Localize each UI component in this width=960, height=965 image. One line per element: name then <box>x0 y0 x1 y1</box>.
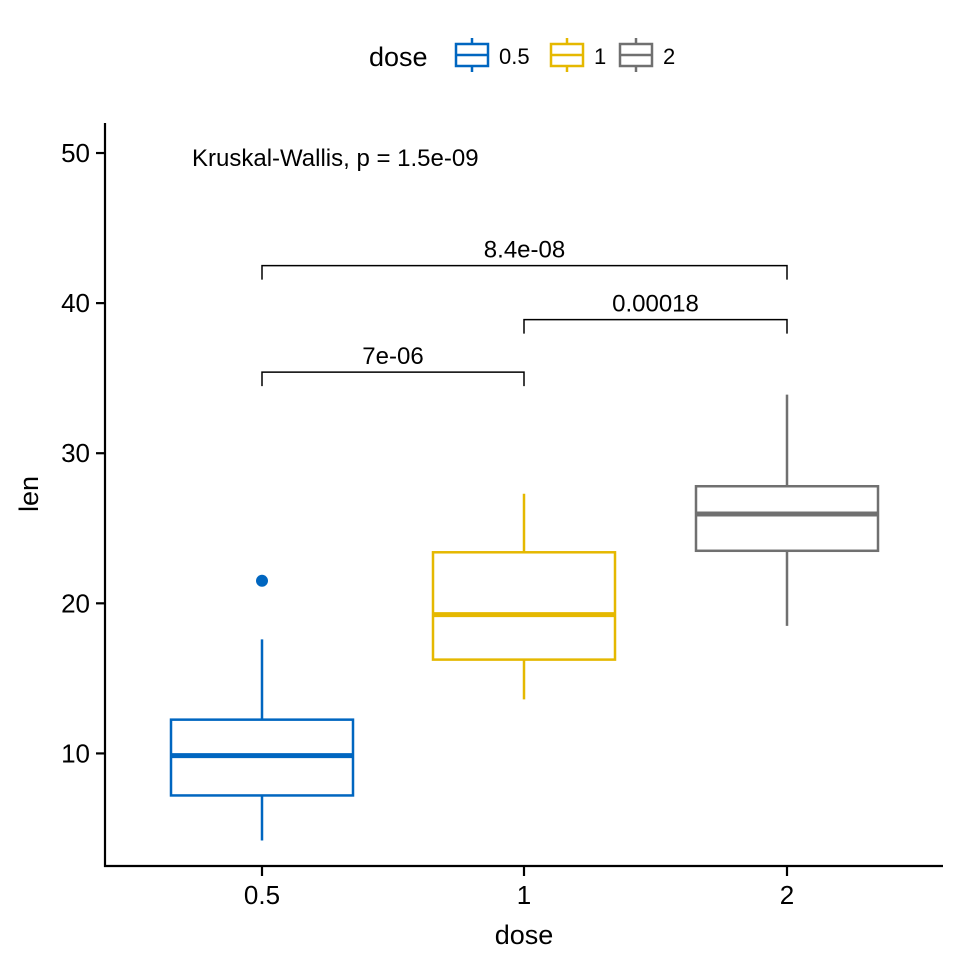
boxes <box>169 394 880 841</box>
bracket-p-value: 0.00018 <box>612 291 699 318</box>
bracket-0.5-vs-1: 7e-06 <box>261 343 525 387</box>
legend-entry-2: 2 <box>618 38 675 72</box>
x-tick-label: 1 <box>517 880 531 910</box>
bracket-p-value: 7e-06 <box>362 343 423 370</box>
bracket-line <box>261 264 788 280</box>
legend-label: 2 <box>663 44 675 69</box>
y-tick-label: 50 <box>61 138 90 168</box>
y-axis-label: len <box>14 476 44 512</box>
axes: 10 20 30 40 50 0.5 1 2 len dose <box>14 123 943 950</box>
x-axis-label: dose <box>495 920 554 950</box>
iqr-box <box>431 551 617 661</box>
box-1 <box>431 493 617 700</box>
comparison-brackets: 7e-06 0.00018 8.4e-08 <box>261 237 788 387</box>
x-ticks: 0.5 1 2 <box>244 866 794 910</box>
y-ticks: 10 20 30 40 50 <box>61 138 105 768</box>
bracket-0.5-vs-2: 8.4e-08 <box>261 237 788 280</box>
legend-entry-1: 1 <box>549 38 606 72</box>
outlier-point <box>256 574 268 587</box>
iqr-box <box>694 484 880 553</box>
legend-entries: 0.5 1 2 <box>454 38 675 72</box>
legend: dose 0.5 1 2 <box>369 38 675 72</box>
legend-entry-0.5: 0.5 <box>454 38 530 72</box>
legend-label: 0.5 <box>499 44 530 69</box>
y-tick-label: 40 <box>61 288 90 318</box>
y-tick-label: 30 <box>61 438 90 468</box>
y-tick-label: 10 <box>61 738 90 768</box>
bracket-p-value: 8.4e-08 <box>484 237 565 264</box>
bracket-line <box>523 318 788 334</box>
bracket-line <box>261 371 525 387</box>
kruskal-wallis-label: Kruskal-Wallis, p = 1.5e-09 <box>192 145 479 172</box>
box-2 <box>694 394 880 626</box>
legend-title: dose <box>369 42 428 72</box>
y-tick-label: 20 <box>61 588 90 618</box>
x-tick-label: 0.5 <box>244 880 280 910</box>
box-0.5 <box>169 574 355 841</box>
legend-label: 1 <box>594 44 606 69</box>
x-tick-label: 2 <box>780 880 794 910</box>
bracket-1-vs-2: 0.00018 <box>523 291 788 334</box>
